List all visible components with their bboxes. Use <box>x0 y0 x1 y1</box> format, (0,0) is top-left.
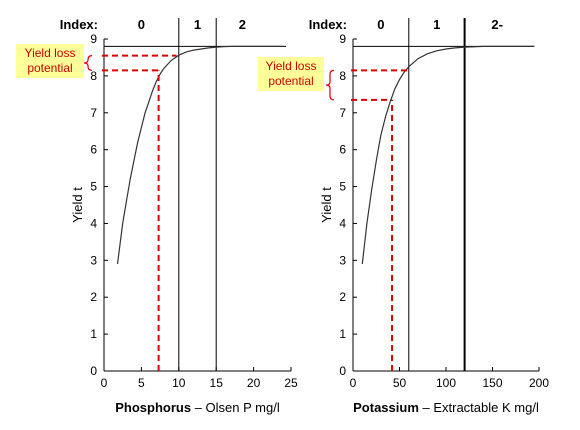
y-tick-label: 7 <box>339 106 346 120</box>
y-tick-label: 6 <box>339 143 346 157</box>
x-tick-label: 25 <box>284 376 298 390</box>
y-tick-label: 9 <box>90 32 97 46</box>
annotation-text: potential <box>268 74 313 88</box>
y-axis-label: Yield t <box>70 187 85 223</box>
annotation-box <box>16 44 84 78</box>
index-label: Index: <box>60 17 98 32</box>
y-tick-label: 8 <box>90 69 97 83</box>
annotation-box <box>258 57 324 91</box>
x-axis-label-unit: – Olsen P mg/l <box>191 400 280 415</box>
x-axis-label-nutrient: Phosphorus <box>115 400 191 415</box>
x-tick-label: 50 <box>393 376 407 390</box>
index-value: 0 <box>138 17 145 32</box>
annotation-text: potential <box>27 61 72 75</box>
panel-phosphorus <box>16 18 292 372</box>
x-axis-label: Potassium – Extractable K mg/l <box>353 400 539 415</box>
index-value: 0 <box>377 17 384 32</box>
yield-response-curve <box>116 45 284 265</box>
index-value: 1 <box>194 17 201 32</box>
y-tick-label: 9 <box>339 32 346 46</box>
y-tick-label: 0 <box>90 364 97 378</box>
panel-potassium <box>258 18 540 372</box>
y-tick-label: 1 <box>90 327 97 341</box>
x-tick-label: 200 <box>529 376 549 390</box>
y-tick-label: 2 <box>339 290 346 304</box>
x-tick-label: 15 <box>210 376 224 390</box>
x-tick-label: 100 <box>436 376 456 390</box>
y-tick-label: 5 <box>339 180 346 194</box>
index-value: 2 <box>239 17 246 32</box>
y-axis-label: Yield t <box>319 187 334 223</box>
x-tick-label: 20 <box>247 376 261 390</box>
x-tick-label: 0 <box>101 376 108 390</box>
y-tick-label: 1 <box>339 327 346 341</box>
y-tick-label: 7 <box>90 106 97 120</box>
x-axis-label: Phosphorus – Olsen P mg/l <box>115 400 280 415</box>
y-tick-label: 3 <box>90 253 97 267</box>
y-tick-label: 2 <box>90 290 97 304</box>
yield-loss-brace <box>325 69 335 101</box>
x-tick-label: 10 <box>172 376 186 390</box>
annotation-text: Yield loss <box>266 59 317 73</box>
x-tick-label: 0 <box>350 376 357 390</box>
x-axis-label-unit: – Extractable K mg/l <box>419 400 539 415</box>
index-label: Index: <box>309 17 347 32</box>
x-tick-label: 150 <box>482 376 502 390</box>
y-tick-label: 5 <box>90 180 97 194</box>
y-tick-label: 8 <box>339 69 346 83</box>
y-tick-label: 3 <box>339 253 346 267</box>
y-tick-label: 0 <box>339 364 346 378</box>
index-value: 2- <box>491 17 503 32</box>
y-tick-label: 4 <box>339 216 346 230</box>
x-tick-label: 5 <box>138 376 145 390</box>
yield-response-curve <box>361 45 535 265</box>
x-axis-label-nutrient: Potassium <box>353 400 419 415</box>
annotation-text: Yield loss <box>25 46 76 60</box>
index-value: 1 <box>433 17 440 32</box>
y-tick-label: 4 <box>90 216 97 230</box>
y-tick-label: 6 <box>90 143 97 157</box>
